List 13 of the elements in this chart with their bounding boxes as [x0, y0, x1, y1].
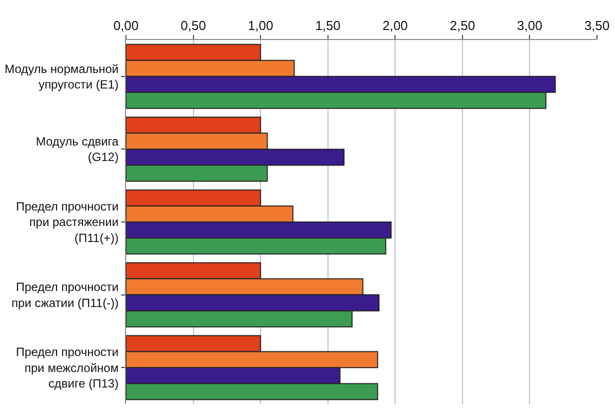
- x-tick-label: 1,50: [315, 18, 341, 33]
- y-tick-label: Предел прочности при межслойном сдвиге (П13): [16, 345, 119, 390]
- y-tick-label: Предел прочности при растяжении (П11(+)): [16, 200, 119, 245]
- y-tick-label: Модуль нормальной упругости (E1): [4, 62, 119, 92]
- x-tick-label: 0,00: [113, 18, 139, 33]
- x-tick-label: 3,50: [584, 18, 610, 33]
- x-tick-label: 2,00: [382, 18, 408, 33]
- x-tick-label: 0,50: [180, 18, 206, 33]
- x-tick-label: 1,00: [248, 18, 274, 33]
- y-tick-label: Предел прочности при сжатии (П11(-)): [12, 280, 119, 310]
- x-tick-label: 2,50: [450, 18, 476, 33]
- x-tick-label: 3,00: [517, 18, 542, 33]
- y-tick-label: Модуль сдвига (G12): [36, 134, 119, 164]
